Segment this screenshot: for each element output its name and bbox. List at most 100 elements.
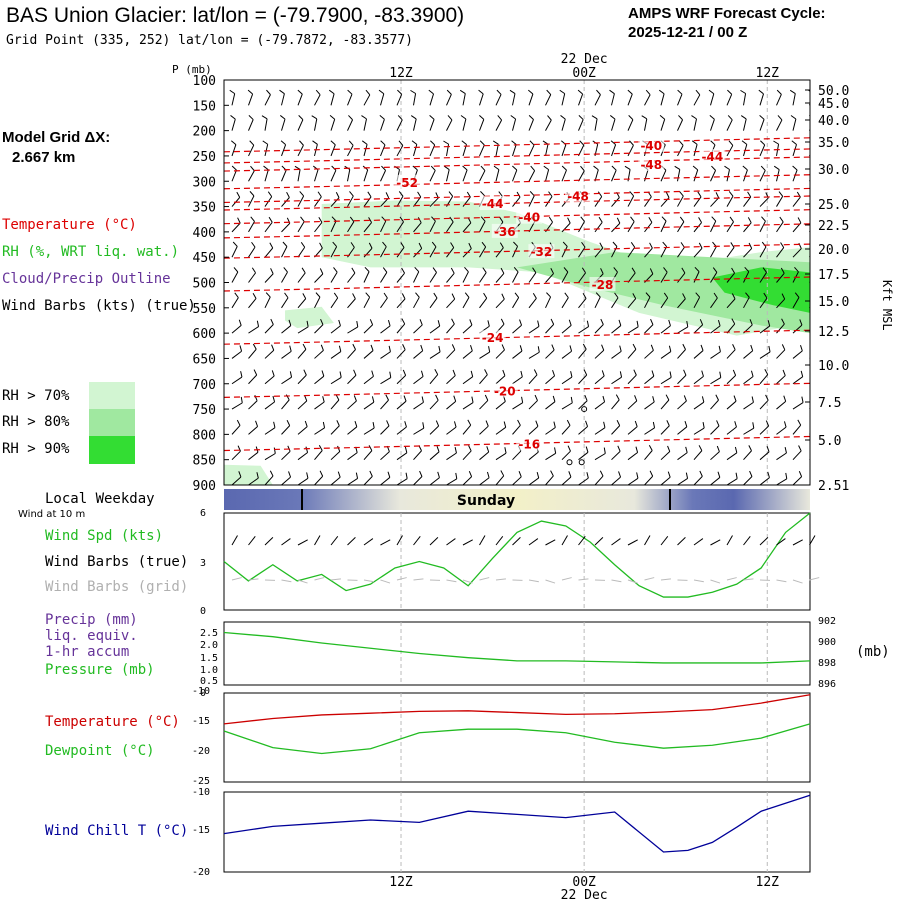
wind-barb-flag: [350, 242, 355, 248]
wind-barb-staff: [594, 375, 605, 385]
wind-barb-staff: [479, 221, 486, 233]
wind-barb-staff: [660, 399, 670, 410]
wind-barb-staff: [594, 475, 604, 485]
wind-barb-staff: [660, 351, 672, 359]
wind-barb-flag: [744, 266, 750, 273]
wind-barb-staff: [611, 376, 622, 385]
wind-barb-flag: [550, 318, 555, 325]
wind-barb-flag: [519, 345, 523, 352]
wind-barb-staff: [743, 222, 752, 233]
wind-barb-staff: [463, 80, 464, 81]
wind-barb-staff: [594, 349, 605, 359]
wind-barb-staff: [413, 324, 423, 334]
wind-barb-staff: [330, 93, 335, 106]
wind-barb-staff: [264, 401, 275, 410]
wind-barb-staff: [809, 306, 810, 309]
wind-barb-flag: [717, 319, 721, 327]
wind-barb-staff: [446, 169, 450, 182]
wind-barb-staff: [413, 248, 423, 258]
wind-barb-staff: [594, 296, 601, 309]
kft-tick-label: 30.0: [818, 163, 849, 178]
wind-barb-staff: [281, 476, 291, 485]
temperature-contour-label-bg: [638, 137, 665, 152]
wind-barb-flag: [600, 268, 604, 274]
wind-barb-staff: [446, 375, 456, 385]
wind-barb-flag: [734, 421, 737, 428]
wind-barb-staff: [693, 296, 701, 309]
wind-barb-flag: [659, 115, 666, 120]
wind-barb-flag: [661, 216, 667, 222]
wind-barb-flag: [667, 471, 671, 478]
wind-barb-flag: [306, 320, 309, 327]
cycle-title: AMPS WRF Forecast Cycle:: [628, 5, 826, 22]
wind-barb-staff: [330, 351, 342, 359]
wind-barb-flag: [398, 191, 404, 197]
wind-barb-flag: [297, 89, 303, 95]
wind-barb-flag: [271, 344, 275, 351]
wind-barb-flag: [420, 370, 424, 377]
wind-barb-flag: [552, 395, 556, 402]
wind-barb-flag: [718, 345, 721, 352]
wind-barb-staff: [528, 425, 539, 435]
wind-barb-staff: [363, 247, 373, 258]
wind-barb-flag: [810, 191, 814, 195]
wind-barb-flag: [685, 472, 689, 479]
wind-barb-staff: [627, 400, 638, 410]
wind-barb-flag: [319, 470, 324, 477]
wind-barb-staff: [693, 324, 703, 334]
wind-barb-flag: [302, 343, 307, 350]
wind-barb-staff: [627, 93, 633, 106]
wind-barb-staff: [446, 400, 457, 410]
wind-barb-flag: [765, 394, 769, 401]
wind-barb-flag: [710, 140, 716, 146]
temperature-contour-label: -32: [531, 245, 553, 259]
temperature-contour-label: -40: [640, 139, 662, 153]
wind-barb-flag: [443, 165, 450, 170]
wind-barb-staff: [330, 170, 337, 182]
wind-barb-flag: [510, 115, 516, 120]
wind-barb-flag: [361, 140, 368, 145]
wind-barb-flag: [603, 447, 606, 454]
wind-barb-flag: [627, 65, 632, 69]
wind-barb-flag: [800, 345, 803, 352]
wind-barb-flag: [447, 115, 453, 121]
wind-barb-staff: [248, 326, 259, 334]
kft-tick-label: 25.0: [818, 198, 849, 213]
kft-tick-label: 17.5: [818, 268, 849, 283]
wind-barb-flag: [735, 472, 738, 479]
temperature-contour-label-bg: [638, 157, 665, 172]
wind-barb-staff: [281, 376, 292, 385]
wind-barb-flag: [289, 345, 292, 352]
wind-barb-staff: [462, 450, 472, 461]
wind-barb-flag: [750, 344, 754, 351]
wind-barb-flag: [666, 420, 670, 426]
wind-barb-flag: [730, 242, 735, 248]
surface-wind-barb: [743, 536, 751, 546]
wind-barb-flag: [794, 292, 800, 298]
wind-barb-staff: [528, 374, 538, 385]
wind-barb-flag: [453, 395, 457, 402]
wind-barb-staff: [429, 170, 436, 182]
wind-barb-staff: [743, 169, 748, 182]
wind-barb-flag: [318, 217, 323, 223]
wind-barb-staff: [693, 94, 701, 106]
wind-barb-flag: [815, 369, 818, 374]
wind-barb-flag: [404, 421, 407, 428]
wind-barb-flag: [677, 65, 682, 69]
pressure-tick-label: 900: [193, 479, 216, 494]
wind-barb-staff: [297, 477, 309, 485]
wind-barb-staff: [759, 477, 770, 485]
wind-barbs-grid-label: Wind Barbs (grid): [45, 579, 189, 595]
wind-barb-staff: [627, 221, 635, 233]
wind-barb-flag: [765, 420, 770, 427]
wind-barb-flag: [404, 446, 408, 453]
wind-barb-staff: [380, 272, 388, 283]
wind-barb-flag: [230, 115, 236, 120]
wind-barb-staff: [644, 94, 651, 106]
wind-barb-staff: [446, 80, 448, 81]
wind-barb-flag: [652, 421, 656, 428]
wind-barb-staff: [561, 297, 569, 309]
panel-y-tick-label: 0: [200, 688, 206, 699]
wind-barb-flag: [280, 140, 286, 146]
wind-barb-flag: [480, 191, 485, 197]
